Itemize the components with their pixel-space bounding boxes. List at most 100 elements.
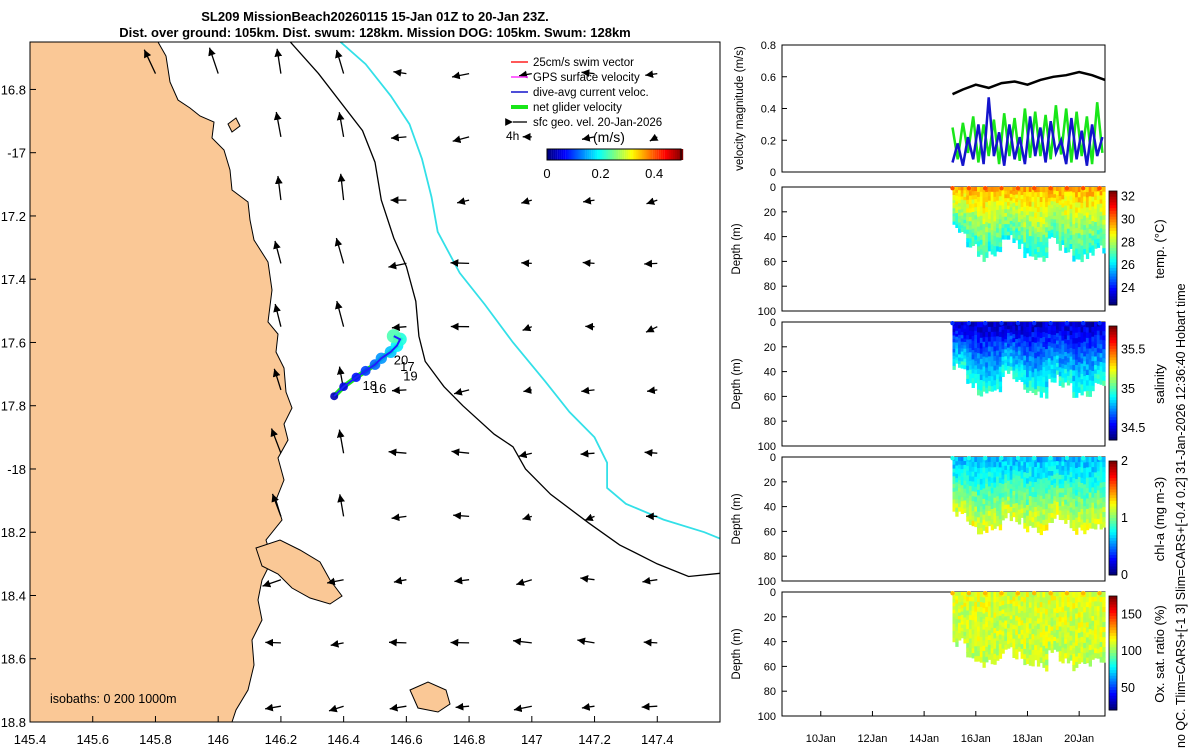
section-cell — [1080, 213, 1084, 220]
section-cell — [1009, 603, 1013, 609]
section-cell — [952, 464, 956, 470]
section-cell — [1031, 342, 1035, 348]
section-cell — [1039, 231, 1043, 238]
section-cell — [1031, 196, 1035, 203]
section-cell — [982, 608, 986, 615]
section-cell — [1050, 208, 1054, 213]
section-cell — [993, 592, 997, 598]
map-colorbar-segment — [587, 149, 590, 160]
map-colorbar-segment — [664, 149, 667, 160]
section-cell — [958, 209, 962, 214]
section-cell — [1026, 478, 1030, 485]
section-cell — [977, 601, 981, 608]
section-cell — [952, 200, 956, 204]
section-cell — [996, 326, 1000, 333]
section-surface-dot — [1097, 186, 1102, 191]
section-cell — [1015, 484, 1019, 490]
section-cell — [990, 592, 994, 598]
section-cell — [1056, 239, 1060, 244]
section-cell — [998, 210, 1003, 216]
section-cell — [1053, 205, 1057, 210]
section-cell — [1023, 592, 1027, 598]
section-cell — [990, 346, 994, 353]
section-cell — [1004, 457, 1008, 462]
section-cell — [1023, 355, 1027, 361]
section-cell — [1004, 359, 1008, 364]
section-cell — [1083, 517, 1087, 524]
section-cell — [1066, 191, 1071, 197]
section-cell — [1085, 612, 1090, 618]
geo-vector-arrow — [581, 69, 595, 77]
time-tick-label: 12Jan — [857, 733, 887, 745]
section-cell — [977, 596, 981, 603]
section-cell — [1085, 627, 1090, 633]
section-surface-dot — [1064, 186, 1070, 191]
section-cell — [1069, 322, 1073, 327]
section-cell — [977, 484, 981, 491]
section-cell — [1050, 351, 1054, 357]
section-cell — [985, 197, 989, 203]
section-cell — [1099, 592, 1103, 598]
section-cell — [1080, 358, 1084, 365]
section-cell — [968, 638, 973, 644]
section-cell — [1026, 191, 1030, 197]
section-cell — [1042, 498, 1046, 505]
section-cell — [1045, 222, 1049, 228]
section-colorbar-segment — [1109, 293, 1117, 297]
section-cell — [1102, 637, 1106, 643]
section-cell — [1009, 595, 1013, 601]
section-cell — [1091, 191, 1095, 198]
section-cell — [1042, 240, 1046, 246]
section-cell — [1039, 468, 1043, 475]
section-cell — [960, 485, 964, 490]
section-cell — [1094, 378, 1098, 383]
section-cell — [958, 325, 962, 329]
section-cell — [1031, 497, 1035, 503]
section-cell — [955, 469, 959, 475]
section-cell — [1031, 507, 1035, 513]
section-cell — [979, 602, 984, 608]
section-cell — [985, 606, 989, 613]
section-cell — [966, 652, 970, 658]
section-cell — [1012, 354, 1016, 359]
section-cell — [1023, 252, 1027, 258]
section-colorbar-segment — [1109, 402, 1117, 407]
section-cell — [979, 457, 984, 464]
section-colorbar-segment — [1109, 704, 1117, 708]
section-cell — [1094, 360, 1098, 366]
section-cell — [1026, 627, 1030, 634]
section-cell — [1072, 197, 1076, 204]
section-cell — [1045, 237, 1049, 243]
section-cell — [1042, 629, 1046, 636]
section-cell — [974, 203, 978, 208]
section-cell — [1050, 347, 1054, 353]
section-cell — [1020, 360, 1024, 365]
section-cell — [1069, 611, 1073, 617]
section-cell — [1069, 482, 1073, 488]
section-cell — [1026, 382, 1030, 388]
section-cell — [1066, 647, 1071, 654]
section-y-tick-label: 100 — [758, 441, 776, 453]
section-surface-dot — [1081, 456, 1086, 461]
section-colorbar-segment — [1109, 557, 1117, 562]
section-cell — [1026, 337, 1030, 343]
section-cell — [1053, 604, 1057, 609]
section-cell — [1034, 650, 1038, 656]
section-colorbar-segment — [1109, 687, 1117, 691]
section-cell — [1069, 635, 1073, 642]
section-cell — [1050, 211, 1054, 216]
section-colorbar-segment — [1109, 270, 1117, 275]
section-cell — [979, 622, 984, 628]
section-cell — [1056, 497, 1060, 503]
section-cell — [1102, 362, 1106, 368]
section-cell — [1069, 621, 1073, 627]
section-cell — [998, 467, 1003, 474]
section-cell — [985, 483, 989, 490]
section-cell — [1009, 190, 1013, 195]
section-cell — [1072, 338, 1076, 345]
section-cell — [998, 361, 1003, 368]
section-cell — [1064, 643, 1068, 650]
section-cell — [990, 519, 994, 526]
section-cell — [1102, 191, 1106, 197]
section-cell — [990, 201, 994, 207]
